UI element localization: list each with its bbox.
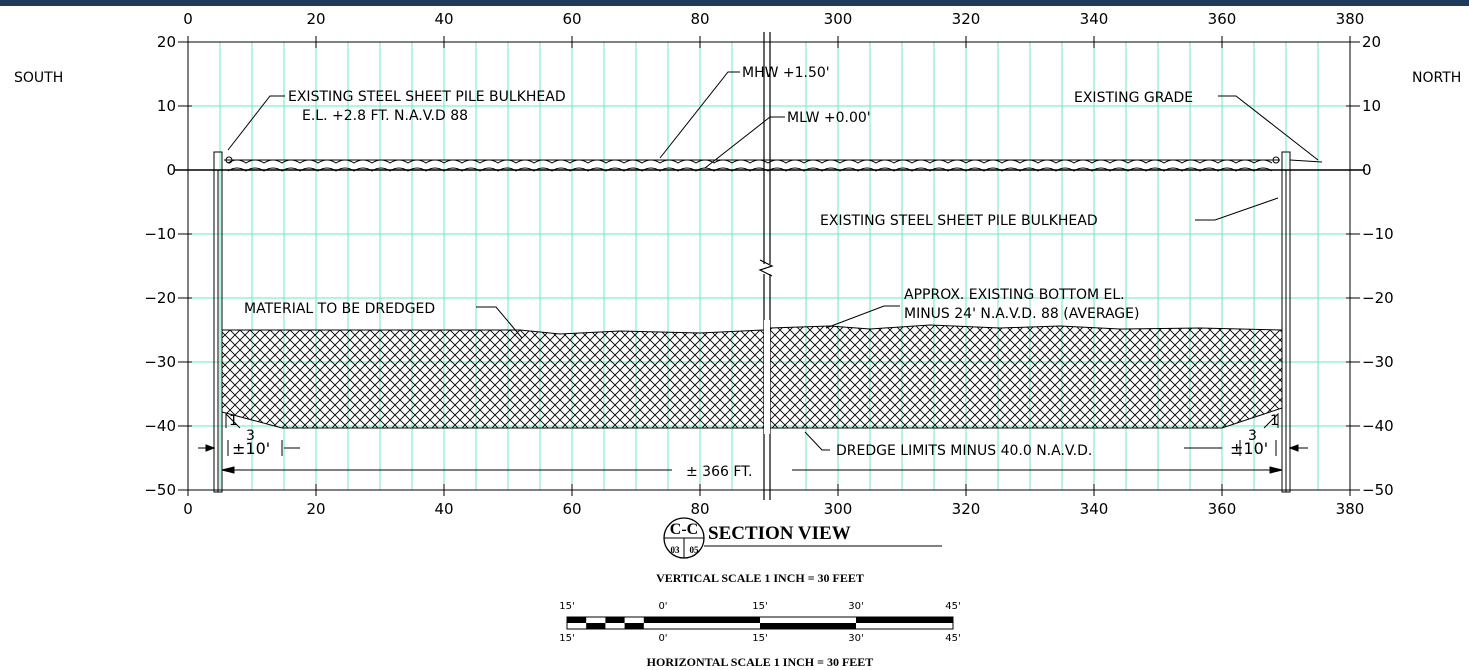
x-tick-label-bottom: 300 [824,500,853,518]
y-tick-label-left: −40 [144,417,176,435]
section-title: SECTION VIEW [708,523,851,544]
x-tick-label-bottom: 40 [434,500,453,518]
x-tick-label-bottom: 320 [952,500,981,518]
scale-tick-top: 15' [752,601,767,612]
sheet-from: 03 [671,545,681,555]
horizontal-scale-label: HORIZONTAL SCALE 1 INCH = 30 FEET [647,655,874,669]
x-tick-label-bottom: 380 [1336,500,1365,518]
x-tick-label-top: 80 [690,10,709,28]
scale-tick-top: 45' [945,601,960,612]
y-tick-label-right: −30 [1362,353,1394,371]
x-tick-label-top: 340 [1080,10,1109,28]
dredge-material [221,324,1283,429]
slope-run-right: 3 [1248,428,1257,444]
y-tick-label-right: −10 [1362,225,1394,243]
axis-ticks: 0020204040606080803003003203203403403603… [144,10,1393,518]
slope-rise-right: 1 [1270,413,1279,429]
x-tick-label-top: 40 [434,10,453,28]
y-tick-label-right: 10 [1362,97,1381,115]
scale-bar: 15' 15' 0' 0' 15' 15' 30' 30' 45' 45' [559,601,960,644]
offset-dimensions [198,440,1308,456]
y-tick-label-left: −50 [144,481,176,499]
slope-rise-left: 1 [229,413,238,429]
x-tick-label-top: 60 [562,10,581,28]
y-tick-label-right: 0 [1362,161,1372,179]
mhw-label: MHW +1.50' [742,65,830,81]
dredge-limits-label: DREDGE LIMITS MINUS 40.0 N.A.V.D. [836,443,1092,459]
scale-tick-bottom: 15' [559,633,574,644]
y-tick-label-left: 10 [157,97,176,115]
x-tick-label-bottom: 0 [183,500,193,518]
y-tick-label-right: −40 [1362,417,1394,435]
y-tick-label-left: −20 [144,289,176,307]
scale-tick-bottom: 45' [945,633,960,644]
header-bar [0,0,1469,6]
y-tick-label-left: −10 [144,225,176,243]
bulkhead-south-label: EXISTING STEEL SHEET PILE BULKHEAD [288,89,566,105]
x-tick-label-top: 360 [1208,10,1237,28]
bulkhead-north-label: EXISTING STEEL SHEET PILE BULKHEAD [820,213,1098,229]
north-label: NORTH [1412,70,1461,86]
approx-bottom-label-1: APPROX. EXISTING BOTTOM EL. [904,287,1125,303]
water-surface [224,159,1280,172]
x-tick-label-top: 0 [183,10,193,28]
x-tick-label-bottom: 340 [1080,500,1109,518]
x-tick-label-top: 20 [306,10,325,28]
bulkhead-south [213,151,233,493]
mlw-label: MLW +0.00' [787,110,871,126]
x-tick-label-top: 300 [824,10,853,28]
x-tick-label-top: 320 [952,10,981,28]
y-tick-label-right: −20 [1362,289,1394,307]
material-label: MATERIAL TO BE DREDGED [244,301,435,317]
width-label: ± 366 FT. [686,464,753,480]
leader-lines [227,71,1319,456]
existing-grade-label: EXISTING GRADE [1074,90,1193,106]
south-label: SOUTH [14,70,63,86]
scale-tick-bottom: 0' [658,633,667,644]
x-tick-label-bottom: 60 [562,500,581,518]
approx-bottom-label-2: MINUS 24' N.A.V.D. 88 (AVERAGE) [904,306,1139,322]
x-tick-label-bottom: 20 [306,500,325,518]
y-tick-label-right: 20 [1362,33,1381,51]
title-block: C-C 03 05 SECTION VIEW VERTICAL SCALE 1 … [647,517,942,669]
scale-tick-top: 15' [559,601,574,612]
section-id: C-C [670,521,698,538]
vertical-scale-label: VERTICAL SCALE 1 INCH = 30 FEET [656,571,864,585]
x-tick-label-bottom: 80 [690,500,709,518]
x-tick-label-top: 380 [1336,10,1365,28]
y-tick-label-left: 0 [166,161,176,179]
y-tick-label-left: 20 [157,33,176,51]
offset-left-label: ±10' [232,439,270,458]
slope-symbols [225,412,1279,429]
width-dimension [221,466,1283,474]
slope-run-left: 3 [246,428,255,444]
x-tick-label-bottom: 360 [1208,500,1237,518]
scale-tick-bottom: 15' [752,633,767,644]
y-tick-label-left: −30 [144,353,176,371]
bulkhead-south-elevation: E.L. +2.8 FT. N.A.V.D 88 [302,108,468,124]
dredge-break-gap [764,320,770,434]
scale-tick-bottom: 30' [848,633,863,644]
offset-right-label: ±10' [1230,439,1268,458]
sheet-to: 05 [690,545,700,555]
scale-tick-top: 0' [658,601,667,612]
bulkhead-north [1272,151,1323,493]
y-tick-label-right: −50 [1362,481,1394,499]
scale-tick-top: 30' [848,601,863,612]
